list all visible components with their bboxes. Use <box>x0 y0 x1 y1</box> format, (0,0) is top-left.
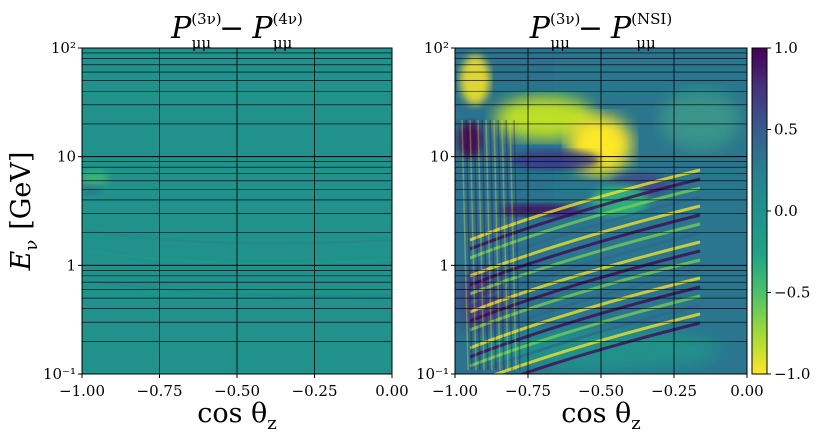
left-y-ticks: 10⁻¹ 1 10 10² <box>43 39 82 383</box>
left-x-tick-label: −0.50 <box>214 382 260 400</box>
left-x-ticks: −1.00 −0.75 −0.50 −0.25 0.00 <box>59 374 409 400</box>
left-x-tick-label: −0.75 <box>137 382 183 400</box>
left-y-tick-label: 10⁻¹ <box>43 365 76 383</box>
right-panel: P(3ν) μμ − P(NSI) μμ −1.00 −0.75 −0.50 −0.25 0.0… <box>416 10 764 434</box>
right-stripe <box>469 186 701 260</box>
right-stripe <box>492 312 701 374</box>
right-x-tick-label: −1.00 <box>432 382 478 400</box>
colorbar-tick-label: 1.0 <box>774 39 798 57</box>
right-stripe <box>469 168 701 242</box>
right-x-tick-label: 0.00 <box>730 382 763 400</box>
right-stripe <box>469 213 701 287</box>
right-y-tick-label: 10² <box>424 39 449 57</box>
right-x-ticks: −1.00 −0.75 −0.50 −0.25 0.00 <box>432 374 764 400</box>
right-x-tick-label: −0.50 <box>578 382 624 400</box>
left-x-tick-label: −0.25 <box>292 382 338 400</box>
colorbar-tick-label: −1.0 <box>774 365 810 383</box>
colorbar-gradient <box>751 47 768 375</box>
colorbar-tick-label: 0.5 <box>774 121 798 139</box>
left-y-tick-label: 10 <box>57 148 76 166</box>
right-stripe <box>469 294 701 368</box>
right-stripe <box>469 267 701 341</box>
left-x-axis-label: cos θz <box>197 398 277 434</box>
right-x-tick-label: −0.75 <box>505 382 551 400</box>
left-title: P(3ν) μμ − P(4ν) μμ <box>170 10 303 52</box>
colorbar-ticks: 1.0 0.5 0.0 −0.5 −1.0 <box>767 39 810 383</box>
right-title: P(3ν) μμ − P(NSI) μμ <box>529 10 672 52</box>
left-heatmap-features <box>82 170 392 297</box>
right-stripe <box>469 303 701 374</box>
right-stripe <box>469 240 701 314</box>
right-x-axis-label: cos θz <box>561 398 641 434</box>
left-grid <box>82 48 392 374</box>
colorbar: 1.0 0.5 0.0 −0.5 −1.0 <box>751 39 810 383</box>
right-stripe <box>469 177 701 251</box>
right-x-tick-label: −0.25 <box>651 382 697 400</box>
y-axis-label: Eν[GeV] <box>6 152 42 272</box>
left-x-tick-label: −1.00 <box>59 382 105 400</box>
right-y-tick-label: 10 <box>430 148 449 166</box>
colorbar-tick-label: −0.5 <box>774 284 810 302</box>
colorbar-tick-label: 0.0 <box>774 202 798 220</box>
right-y-ticks: 10⁻¹ 1 10 10² <box>416 39 455 383</box>
right-stripe <box>469 204 701 278</box>
right-stripe <box>469 276 701 350</box>
left-x-tick-label: 0.00 <box>375 382 408 400</box>
right-stripe <box>517 321 701 374</box>
left-y-tick-label: 10² <box>51 39 76 57</box>
right-stripe <box>469 249 701 323</box>
left-y-tick-label: 1 <box>66 256 76 274</box>
right-y-tick-label: 10⁻¹ <box>416 365 449 383</box>
right-grid <box>455 48 747 374</box>
right-stripe <box>469 195 701 269</box>
right-stripe <box>469 231 701 305</box>
left-panel: P(3ν) μμ − P(4ν) μμ −1.00 −0.75 −0.50 −0.25 0.00… <box>6 10 409 434</box>
right-stripe <box>469 258 701 332</box>
right-y-tick-label: 1 <box>439 256 449 274</box>
